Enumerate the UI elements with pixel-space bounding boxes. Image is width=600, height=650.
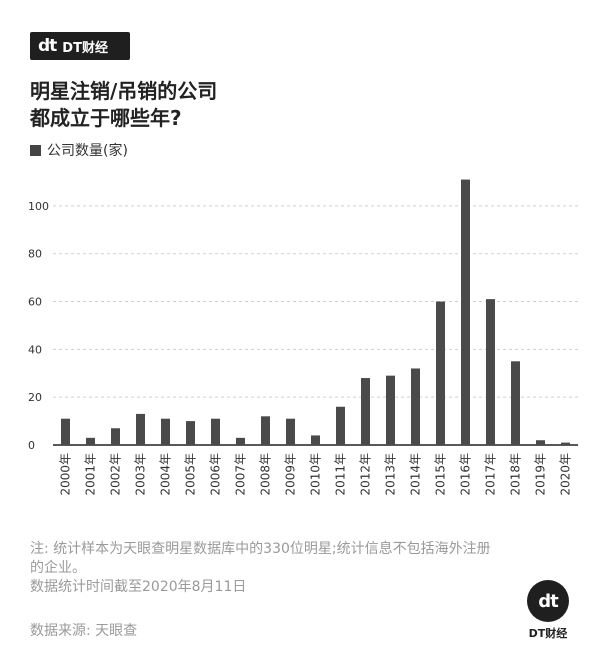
x-tick-label: 2002年: [109, 453, 123, 496]
bar: [311, 435, 320, 445]
note-line-3: 数据统计时间截至2020年8月11日: [30, 579, 247, 595]
bar: [511, 361, 520, 445]
notes: 注: 统计样本为天眼查明星数据库中的330位明星;统计信息不包括海外注册 的企业…: [30, 540, 570, 597]
x-tick-label: 2005年: [184, 453, 198, 496]
x-tick-label: 2019年: [534, 453, 548, 496]
x-tick-label: 2016年: [459, 453, 473, 496]
bar: [336, 406, 345, 445]
bar-chart: 0 20 40 60 80 100 2000年 2001年 2002年 2003年 2004年 200…: [28, 179, 578, 496]
bar: [136, 413, 145, 445]
bar: [361, 378, 370, 445]
bar: [386, 375, 395, 445]
x-tick-label: 2011年: [334, 453, 348, 496]
y-tick-label: 20: [28, 391, 42, 404]
legend-swatch: [30, 144, 41, 156]
y-tick-label: 100: [28, 200, 49, 213]
data-source: 数据来源: 天眼查: [30, 623, 138, 639]
x-tick-label: 2007年: [234, 453, 248, 496]
bar: [186, 421, 195, 445]
note-line-2: 的企业。: [30, 560, 86, 576]
x-tick-label: 2004年: [159, 453, 173, 496]
footer-logo: dt DT财经: [523, 580, 573, 641]
y-tick-label: 40: [28, 343, 42, 356]
x-tick-label: 2020年: [559, 453, 573, 496]
x-tick-label: 2014年: [409, 453, 423, 496]
bar: [436, 301, 445, 445]
y-tick-label: 0: [28, 439, 35, 452]
chart-title-line-1: 明星注销/吊销的公司: [30, 79, 218, 103]
note-line-1: 注: 统计样本为天眼查明星数据库中的330位明星;统计信息不包括海外注册: [30, 541, 491, 557]
bar: [86, 437, 95, 445]
bar: [536, 440, 545, 445]
bar: [211, 418, 220, 445]
footer-logo-label: DT财经: [528, 627, 568, 640]
chart-title: 明星注销/吊销的公司 都成立于哪些年?: [30, 78, 450, 132]
chart-title-line-2: 都成立于哪些年?: [30, 106, 182, 130]
x-tick-label: 2008年: [259, 453, 273, 496]
bar: [261, 416, 270, 445]
bar: [61, 418, 70, 445]
bar: [236, 437, 245, 445]
x-tick-label: 2018年: [509, 453, 523, 496]
y-tick-label: 80: [28, 248, 42, 261]
bar: [461, 179, 470, 445]
x-tick-label: 2001年: [84, 453, 98, 496]
bar: [286, 418, 295, 445]
x-tick-label: 2003年: [134, 453, 148, 496]
brand-name: DT财经: [62, 40, 108, 56]
x-tick-label: 2006年: [209, 453, 223, 496]
x-tick-label: 2015年: [434, 453, 448, 496]
x-tick-label: 2017年: [484, 453, 498, 496]
bar: [111, 428, 120, 445]
dt-logo-icon: dt: [38, 36, 57, 56]
x-tick-label: 2010年: [309, 453, 323, 496]
brand-badge: dt DT财经: [30, 32, 130, 60]
x-tick-label: 2000年: [59, 453, 73, 496]
bar: [561, 442, 570, 445]
x-tick-label: 2013年: [384, 453, 398, 496]
legend: 公司数量(家): [30, 140, 128, 160]
x-tick-label: 2009年: [284, 453, 298, 496]
bar: [486, 299, 495, 445]
dt-circle-logo-icon: dt: [527, 580, 569, 622]
bar: [411, 368, 420, 445]
y-tick-label: 60: [28, 296, 42, 309]
x-tick-label: 2012年: [359, 453, 373, 496]
legend-label: 公司数量(家): [47, 143, 128, 159]
bar: [161, 418, 170, 445]
